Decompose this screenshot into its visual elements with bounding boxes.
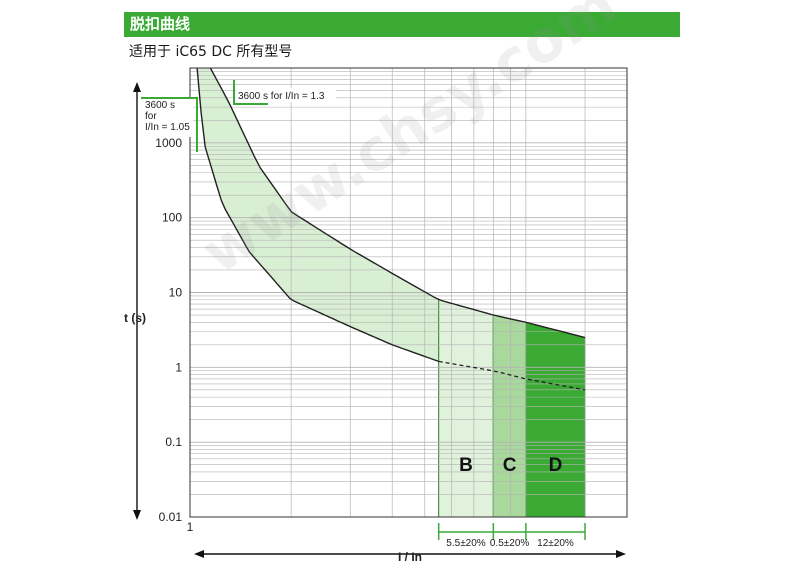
tripping-band	[197, 68, 585, 362]
upper-limit-curve	[209, 68, 586, 339]
y-axis-arrow-up	[133, 82, 141, 92]
cold-annotation-bg	[143, 97, 193, 137]
lower-limit-curve	[196, 68, 439, 363]
plot-frame	[189, 67, 628, 518]
hot-annotation-bg	[236, 88, 336, 102]
y-tick-label: 10	[169, 286, 183, 300]
hot-annotation-text: 3600 s for I/In = 1.3	[238, 91, 325, 102]
page-title: 脱扣曲线	[130, 15, 191, 33]
cold-annotation-line: for	[145, 111, 157, 122]
instantaneous-boundary-curve	[438, 360, 586, 391]
y-tick-label: 0.1	[165, 435, 182, 449]
x-axis-label: I / In	[398, 550, 422, 564]
y-axis-label: t (s)	[124, 311, 146, 325]
tolerance-label: 12±20%	[537, 538, 574, 549]
x-tick-label: 1	[187, 520, 194, 534]
zone-label-c: C	[503, 455, 517, 476]
plot-area	[190, 68, 627, 517]
zone-label-b: B	[459, 455, 473, 476]
cold-annotation-leader	[141, 97, 198, 152]
header-bar: 脱扣曲线	[124, 12, 680, 37]
zone-b	[438, 299, 494, 517]
cold-annotation-line: I/In = 1.05	[145, 122, 190, 133]
y-tick-label: 0.01	[159, 510, 183, 524]
tolerance-label: 0.5±20%	[490, 538, 530, 549]
cold-annotation-line: 3600 s	[145, 100, 175, 111]
y-tick-label: 100	[162, 211, 182, 225]
hot-annotation-leader	[233, 80, 268, 105]
page-subtitle: 适用于 iC65 DC 所有型号	[129, 44, 293, 60]
tolerance-label: 5.5±20%	[446, 538, 486, 549]
x-axis-arrow-left	[194, 550, 204, 558]
zone-c	[492, 314, 527, 517]
y-tick-label: 1000	[155, 136, 182, 150]
y-axis-arrow-down	[133, 510, 141, 520]
y-tick-label: 1	[175, 360, 182, 374]
x-axis-arrow-right	[616, 550, 626, 558]
zone-label-d: D	[549, 455, 563, 476]
